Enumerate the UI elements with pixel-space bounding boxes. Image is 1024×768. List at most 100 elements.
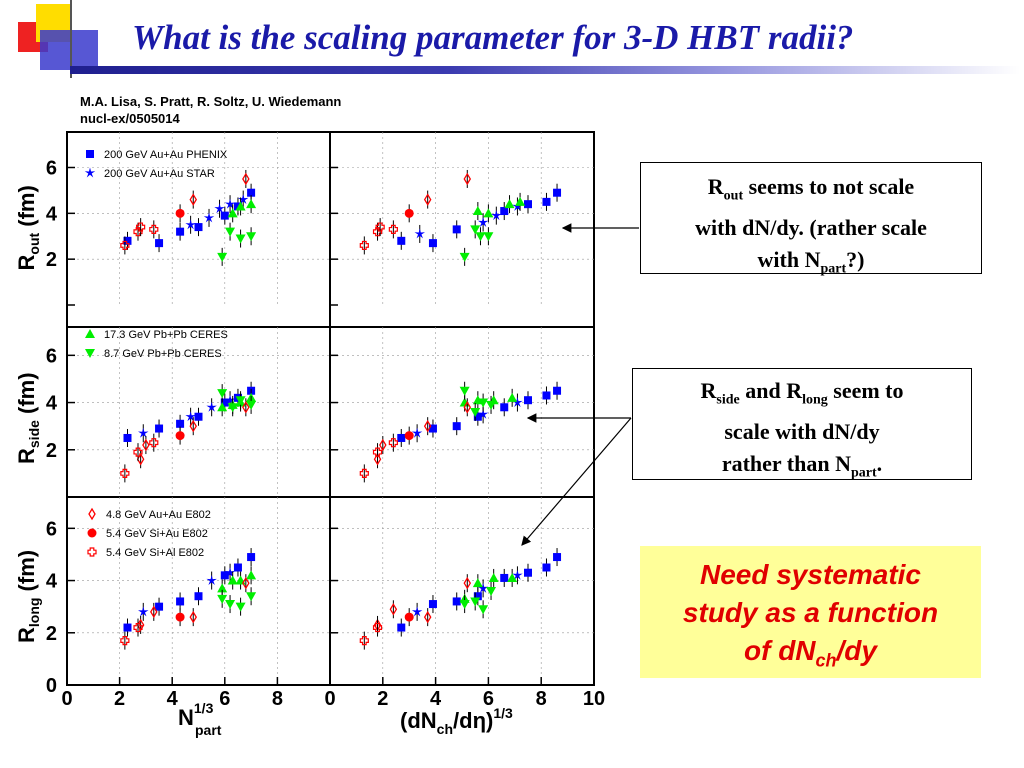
out_left-point [220, 211, 229, 220]
long_right-point [507, 572, 518, 582]
legend-middle-marker [85, 329, 95, 338]
long_right-point [397, 623, 406, 632]
legend-bottom-marker [87, 547, 97, 557]
out_right-point [428, 239, 437, 248]
x-left-tick-label: 0 [61, 688, 72, 710]
out_left-point [136, 222, 146, 232]
out_left-point [225, 227, 236, 237]
legend-middle-label: 17.3 GeV Pb+Pb CERES [104, 329, 228, 341]
side_left-point [123, 433, 132, 442]
long_right-point [423, 610, 432, 624]
rout-text1: seems to not scale [743, 174, 915, 199]
long_left-point [227, 575, 238, 585]
legend-top-marker [86, 150, 94, 158]
out_left-point [189, 193, 197, 206]
side_left-point [142, 438, 150, 452]
side_right-point [524, 396, 532, 405]
x-right-tick-label: 2 [377, 688, 388, 710]
long_left-point [246, 570, 257, 580]
long_right-point [359, 636, 369, 646]
side_right-point [423, 419, 432, 433]
citation: M.A. Lisa, S. Pratt, R. Soltz, U. Wiedem… [80, 93, 341, 127]
x-right-tick-label: 10 [583, 688, 605, 710]
long_right-point [452, 597, 461, 606]
long_right-point [470, 597, 481, 607]
long_right-point [389, 603, 398, 616]
citation-authors: M.A. Lisa, S. Pratt, R. Soltz, U. Wiedem… [80, 94, 342, 109]
side_right-point [507, 392, 518, 402]
long_right-point [372, 622, 383, 633]
rlong-y-tick-label: 6 [46, 518, 57, 540]
long_right-point [472, 578, 483, 588]
note-line3-sub: ch [815, 650, 837, 671]
note-line3b: /dy [836, 635, 877, 666]
side_left-point [189, 419, 197, 433]
rside-r: R [700, 378, 717, 403]
rout-text2: with dN/dy. (rather scale [695, 215, 927, 241]
slide-title: What is the scaling parameter for 3-D HB… [132, 18, 854, 57]
long_left-point [235, 602, 246, 612]
side_right-point [463, 401, 472, 414]
out_left-point [224, 198, 236, 209]
out_left-point [235, 201, 246, 211]
out_right-point [472, 206, 483, 216]
side_left-point [242, 401, 250, 414]
x-right-tick-label: 6 [483, 688, 494, 710]
rlong-y-tick-label: 2 [46, 623, 57, 645]
long_left-point [220, 571, 229, 580]
long_right-point [478, 605, 489, 615]
note-line1: Need systematic [699, 559, 921, 590]
x-right-tick-label: 4 [430, 688, 442, 710]
side_right-point [379, 438, 387, 452]
x-right-tick-label: 0 [324, 688, 335, 710]
rout-text3: with N [757, 247, 821, 273]
out_right-point [359, 240, 369, 251]
rside-y-tick-label: 2 [46, 440, 57, 462]
legend-bottom-label: 4.8 GeV Au+Au E802 [106, 509, 211, 521]
long_right-point [488, 572, 499, 582]
long_left-point [150, 605, 158, 619]
out_right-point [542, 197, 551, 206]
long_left-point [133, 622, 143, 633]
long_right-point [404, 612, 414, 622]
out_left-point [227, 208, 238, 218]
x-left-tick-label: 4 [167, 688, 179, 710]
side_right-point [553, 386, 562, 395]
out_right-point [372, 227, 383, 237]
out_right-point [470, 225, 481, 235]
out_left-point [217, 252, 228, 262]
out_left-point [123, 236, 132, 245]
long_left-point [246, 592, 257, 602]
side_right-point [404, 431, 414, 441]
rside-y-tick-label: 4 [46, 393, 58, 415]
side_left-point [138, 427, 149, 438]
rout-sub: out [723, 188, 744, 204]
x-left-tick-label: 8 [272, 688, 283, 710]
out_right-point [512, 200, 523, 211]
side_right-point [397, 433, 406, 442]
long_right-point [542, 563, 551, 572]
rside-text2: seem to [827, 378, 904, 403]
side_right-point [500, 403, 509, 412]
out_right-point [491, 210, 502, 221]
rside-callout: Rside and Rlong seem to scale with dN/dy… [632, 368, 972, 481]
rside-npart-sub: part [850, 465, 877, 481]
long_left-point [217, 583, 228, 593]
out_right-point [504, 199, 515, 209]
side_right-point [473, 412, 482, 421]
x-right-axis-label: (dNch/dη)1/3 [400, 705, 513, 737]
side_right-point [486, 400, 497, 410]
rside-text4: rather than N [721, 451, 851, 477]
side_left-point [176, 419, 185, 428]
rout-y-tick-label: 6 [46, 158, 57, 180]
side_left-point [235, 396, 246, 406]
legend-bottom-marker [87, 528, 97, 538]
out_right-point [459, 252, 470, 262]
side_left-point [227, 403, 238, 413]
x-left-tick-label: 2 [114, 688, 125, 710]
rlong-y-tick-label: 0 [46, 675, 57, 697]
title-rule [70, 66, 1020, 74]
out_left-point [175, 208, 185, 218]
side_right-point [428, 424, 437, 433]
side_right-point [359, 468, 369, 478]
